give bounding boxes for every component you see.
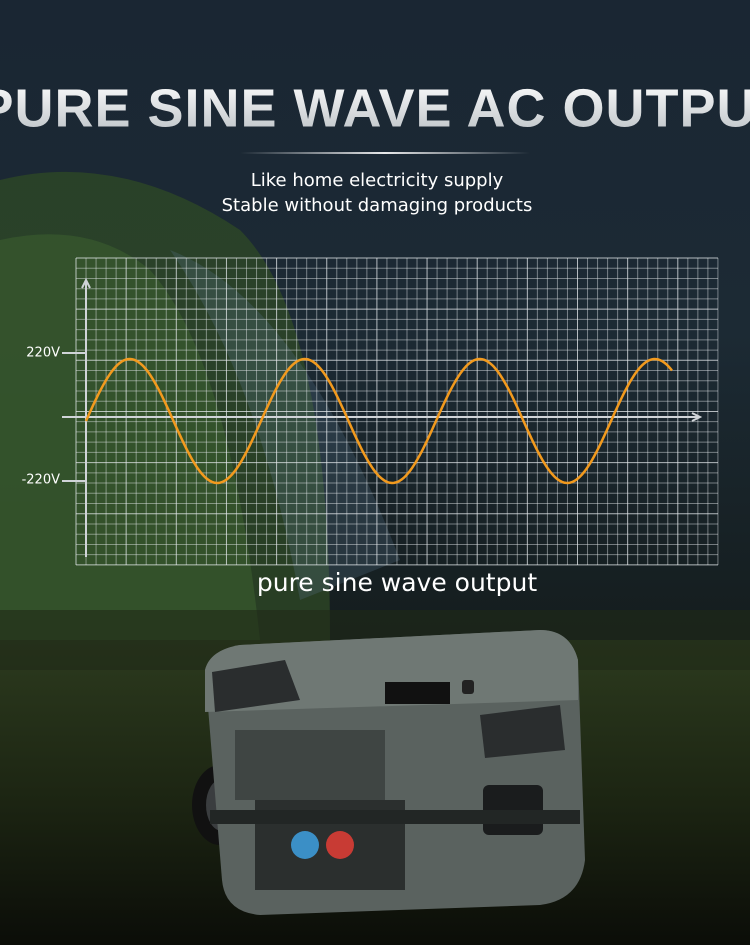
sine-wave (84, 357, 673, 485)
socket-red (326, 831, 354, 859)
socket-blue (291, 831, 319, 859)
subtitle-line: Stable without damaging products (222, 195, 533, 216)
tent-panel (0, 234, 260, 661)
tent-window (170, 250, 400, 600)
y-arrow (81, 277, 91, 289)
frame-band (210, 810, 580, 824)
x-arrow (691, 412, 703, 422)
generator-top (205, 630, 578, 712)
generator (192, 630, 585, 915)
axis-label: 220V (26, 346, 60, 361)
subtitle-line: Like home electricity supply (251, 170, 504, 191)
graph-caption: pure sine wave output (257, 568, 537, 597)
axis-label: -220V (22, 473, 61, 488)
panel (235, 730, 385, 800)
label-plate (480, 705, 565, 758)
display (385, 682, 450, 704)
bumper (212, 660, 300, 712)
knob (462, 680, 474, 694)
title-rule (240, 152, 530, 154)
title: PURE SINE WAVE AC OUTPUT (0, 78, 750, 138)
